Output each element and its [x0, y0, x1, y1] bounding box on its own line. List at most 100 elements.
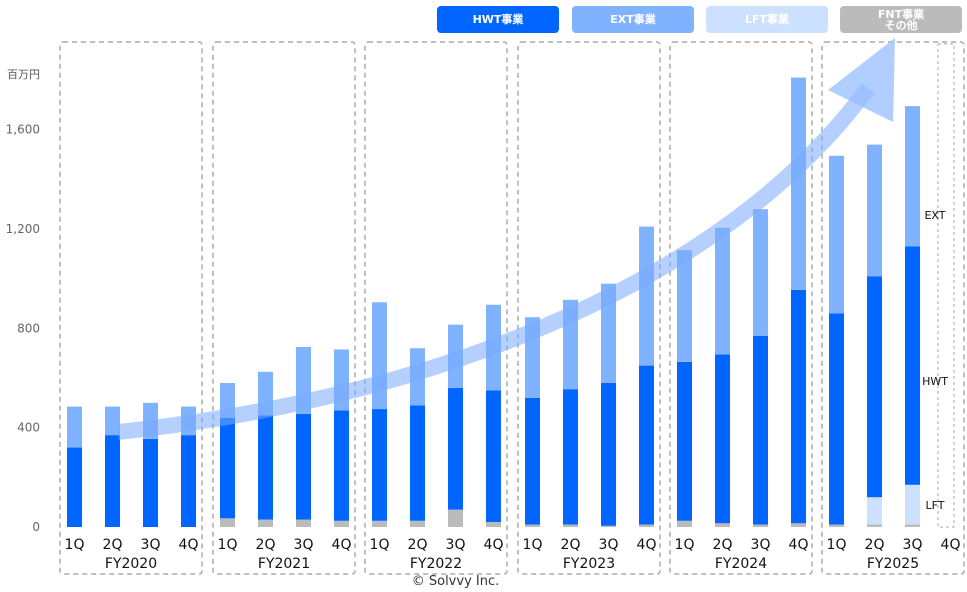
bar-ext: [105, 406, 120, 436]
fiscal-year-label: FY2021: [258, 556, 310, 572]
fiscal-year-label: FY2023: [563, 556, 615, 572]
bar-hwt: [258, 415, 273, 520]
bar-ext: [639, 226, 654, 366]
bar-ext: [867, 144, 882, 277]
segment-annotation: EXT: [924, 209, 945, 222]
quarter-label: 1Q: [370, 537, 390, 553]
growth-arrow-shaft: [117, 83, 875, 440]
quarter-label: 3Q: [903, 537, 923, 553]
bar-hwt: [220, 417, 235, 519]
bar-fnt: [334, 520, 349, 527]
group-frame: [364, 41, 508, 575]
legend-item-1: HWT事業: [437, 6, 559, 33]
quarter-label: 4Q: [789, 537, 809, 553]
quarter-label: 2Q: [408, 537, 428, 553]
bar-fnt: [258, 519, 273, 527]
bar-ext: [791, 77, 806, 290]
quarter-label: 3Q: [599, 537, 619, 553]
bar-fnt: [867, 524, 882, 527]
quarter-label: 1Q: [65, 537, 85, 553]
bar-ext: [677, 250, 692, 362]
bar-fnt: [829, 524, 844, 527]
bar-hwt: [867, 276, 882, 498]
bar-hwt: [448, 387, 463, 510]
forecast-bar-outline: [937, 43, 955, 528]
fiscal-year-label: FY2025: [867, 556, 919, 572]
y-tick-label: 800: [17, 321, 40, 335]
group-frame: [212, 41, 356, 575]
bar-hwt: [410, 405, 425, 521]
bar-fnt: [677, 520, 692, 527]
segment-annotation: HWT: [922, 375, 948, 388]
bar-fnt: [791, 523, 806, 527]
bar-fnt: [296, 519, 311, 527]
bar-hwt: [601, 382, 616, 526]
fiscal-year-label: FY2020: [105, 556, 157, 572]
group-frame: [59, 41, 203, 575]
bar-hwt: [829, 313, 844, 525]
bar-hwt: [296, 414, 311, 520]
bar-ext: [753, 209, 768, 336]
quarter-label: 4Q: [941, 537, 961, 553]
bar-fnt: [486, 522, 501, 527]
bar-hwt: [715, 354, 730, 524]
quarter-label: 1Q: [827, 537, 847, 553]
bar-fnt: [525, 524, 540, 527]
bar-ext: [905, 106, 920, 247]
bar-fnt: [410, 520, 425, 527]
quarter-label: 2Q: [865, 537, 885, 553]
quarter-label: 2Q: [256, 537, 276, 553]
y-tick-label: 1,200: [6, 222, 40, 236]
growth-arrowhead: [828, 38, 895, 122]
bar-hwt: [639, 365, 654, 525]
bar-hwt: [372, 409, 387, 521]
bar-lft: [867, 497, 882, 525]
fiscal-year-label: FY2022: [410, 556, 462, 572]
quarter-label: 3Q: [751, 537, 771, 553]
quarter-label: 1Q: [675, 537, 695, 553]
y-tick-label: 1,600: [6, 123, 40, 137]
quarter-label: 2Q: [103, 537, 123, 553]
bar-hwt: [486, 390, 501, 523]
bar-hwt: [677, 361, 692, 521]
bar-hwt: [791, 289, 806, 524]
bar-fnt: [372, 520, 387, 527]
y-tick-label: 400: [17, 421, 40, 435]
y-tick-label: 0: [32, 520, 40, 534]
quarter-label: 4Q: [484, 537, 504, 553]
quarter-label: 3Q: [141, 537, 161, 553]
bar-fnt: [715, 523, 730, 527]
bar-hwt: [563, 389, 578, 525]
bar-hwt: [143, 438, 158, 527]
segment-annotation: LFT: [926, 499, 945, 512]
quarter-label: 2Q: [713, 537, 733, 553]
bar-ext: [829, 155, 844, 314]
bar-fnt: [639, 524, 654, 527]
bar-hwt: [905, 246, 920, 485]
copyright-text: © Solvvy Inc.: [411, 574, 500, 589]
bar-hwt: [67, 447, 82, 527]
legend-item-3: LFT事業: [706, 6, 828, 33]
quarter-label: 1Q: [523, 537, 543, 553]
group-frame: [669, 41, 813, 575]
quarter-label: 2Q: [561, 537, 581, 553]
quarter-label: 3Q: [294, 537, 314, 553]
bar-fnt: [905, 524, 920, 527]
bar-hwt: [105, 435, 120, 527]
bar-lft: [905, 484, 920, 525]
bar-fnt: [220, 518, 235, 527]
bar-hwt: [334, 410, 349, 521]
quarter-label: 4Q: [637, 537, 657, 553]
bar-hwt: [753, 335, 768, 525]
legend-item-2: EXT事業: [572, 6, 694, 33]
bar-fnt: [563, 524, 578, 527]
bar-ext: [715, 227, 730, 355]
bar-hwt: [181, 435, 196, 527]
group-frame: [517, 41, 661, 575]
bar-fnt: [601, 525, 616, 527]
y-axis-unit-label: 百万円: [7, 68, 40, 81]
quarter-label: 4Q: [179, 537, 199, 553]
fiscal-year-label: FY2024: [715, 556, 767, 572]
